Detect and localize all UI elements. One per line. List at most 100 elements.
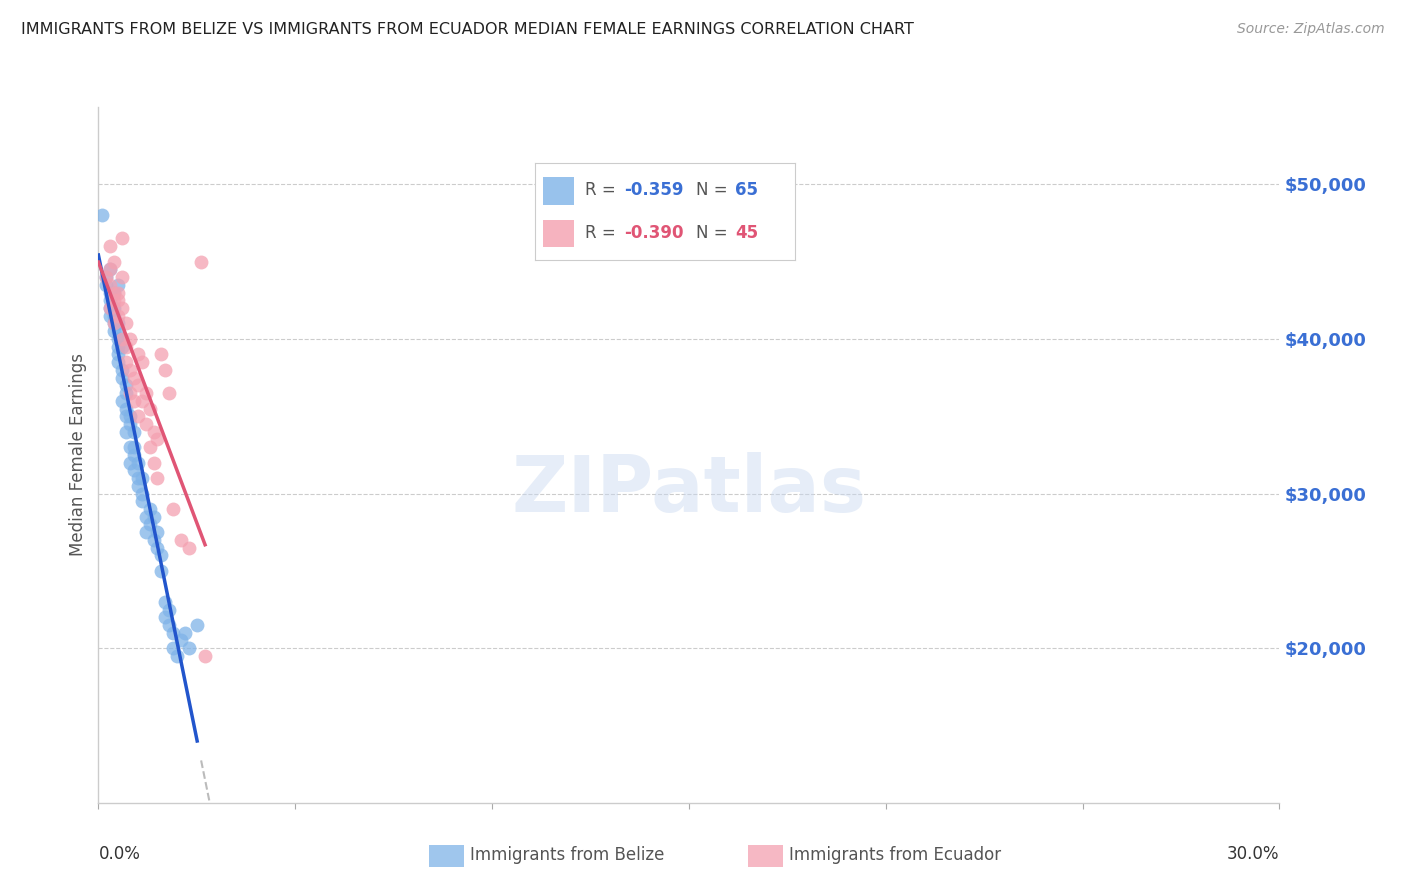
Point xyxy=(150,564,173,578)
Point xyxy=(111,270,134,285)
Point xyxy=(118,417,141,431)
Point xyxy=(115,425,138,439)
Point xyxy=(157,386,180,401)
Point xyxy=(170,633,193,648)
Text: IMMIGRANTS FROM BELIZE VS IMMIGRANTS FROM ECUADOR MEDIAN FEMALE EARNINGS CORRELA: IMMIGRANTS FROM BELIZE VS IMMIGRANTS FRO… xyxy=(21,22,914,37)
Point xyxy=(174,625,197,640)
Point xyxy=(111,393,134,408)
Point xyxy=(194,648,217,663)
FancyBboxPatch shape xyxy=(543,220,575,247)
Point xyxy=(118,386,141,401)
Point xyxy=(111,301,134,315)
Point xyxy=(157,618,180,632)
Text: Source: ZipAtlas.com: Source: ZipAtlas.com xyxy=(1237,22,1385,37)
Point xyxy=(170,533,193,547)
Point xyxy=(122,425,145,439)
Text: 65: 65 xyxy=(735,181,758,199)
Point xyxy=(111,340,134,354)
Point xyxy=(162,502,184,516)
Point xyxy=(135,525,157,540)
Text: N =: N = xyxy=(696,181,734,199)
Point xyxy=(98,239,121,253)
Point xyxy=(122,448,145,462)
Point xyxy=(138,401,160,416)
Text: 45: 45 xyxy=(735,224,759,242)
Point xyxy=(115,409,138,424)
Point xyxy=(103,285,125,300)
Point xyxy=(115,378,138,392)
Point xyxy=(127,471,149,485)
Point xyxy=(107,277,129,292)
Point xyxy=(115,340,138,354)
Point xyxy=(155,595,177,609)
Text: Immigrants from Belize: Immigrants from Belize xyxy=(471,847,665,864)
Point xyxy=(138,440,160,454)
Point xyxy=(135,509,157,524)
Point xyxy=(135,417,157,431)
Point xyxy=(107,285,129,300)
Point xyxy=(111,332,134,346)
Point xyxy=(118,440,141,454)
Point xyxy=(111,332,134,346)
Point xyxy=(98,277,121,292)
Point xyxy=(122,440,145,454)
Point xyxy=(142,425,165,439)
Point xyxy=(127,456,149,470)
Point xyxy=(96,277,118,292)
Point xyxy=(118,363,141,377)
Text: -0.359: -0.359 xyxy=(624,181,683,199)
Point xyxy=(96,270,118,285)
Point xyxy=(103,309,125,323)
Point xyxy=(150,347,173,361)
Point xyxy=(103,293,125,308)
Point xyxy=(142,533,165,547)
Text: R =: R = xyxy=(585,224,621,242)
Text: N =: N = xyxy=(696,224,734,242)
Y-axis label: Median Female Earnings: Median Female Earnings xyxy=(69,353,87,557)
Point xyxy=(96,270,118,285)
Point xyxy=(162,625,184,640)
Point xyxy=(118,409,141,424)
Point xyxy=(91,208,114,222)
Point xyxy=(103,324,125,338)
Point xyxy=(135,386,157,401)
Point xyxy=(98,301,121,315)
Point xyxy=(157,602,180,616)
Point xyxy=(107,340,129,354)
Point xyxy=(155,363,177,377)
Point xyxy=(107,309,129,323)
Point xyxy=(138,502,160,516)
Point xyxy=(142,456,165,470)
Point xyxy=(103,285,125,300)
Point xyxy=(131,494,153,508)
Point xyxy=(115,355,138,369)
Point xyxy=(107,347,129,361)
Point xyxy=(107,317,129,331)
Text: ZIPatlas: ZIPatlas xyxy=(512,451,866,528)
Point xyxy=(103,317,125,331)
Point xyxy=(127,378,149,392)
Point xyxy=(98,262,121,277)
Point xyxy=(98,293,121,308)
Point xyxy=(111,231,134,245)
Point xyxy=(111,363,134,377)
Point xyxy=(103,301,125,315)
Point xyxy=(98,301,121,315)
Point xyxy=(122,393,145,408)
Point xyxy=(127,347,149,361)
Point xyxy=(122,370,145,384)
Point xyxy=(98,309,121,323)
FancyBboxPatch shape xyxy=(543,178,575,204)
Point xyxy=(131,471,153,485)
Point xyxy=(138,517,160,532)
Point xyxy=(127,479,149,493)
Point xyxy=(177,641,200,656)
Point xyxy=(98,262,121,277)
Text: Immigrants from Ecuador: Immigrants from Ecuador xyxy=(789,847,1001,864)
Point xyxy=(107,355,129,369)
Point xyxy=(166,648,188,663)
Point xyxy=(177,541,200,555)
Point xyxy=(115,401,138,416)
Point xyxy=(155,610,177,624)
Point xyxy=(146,471,169,485)
